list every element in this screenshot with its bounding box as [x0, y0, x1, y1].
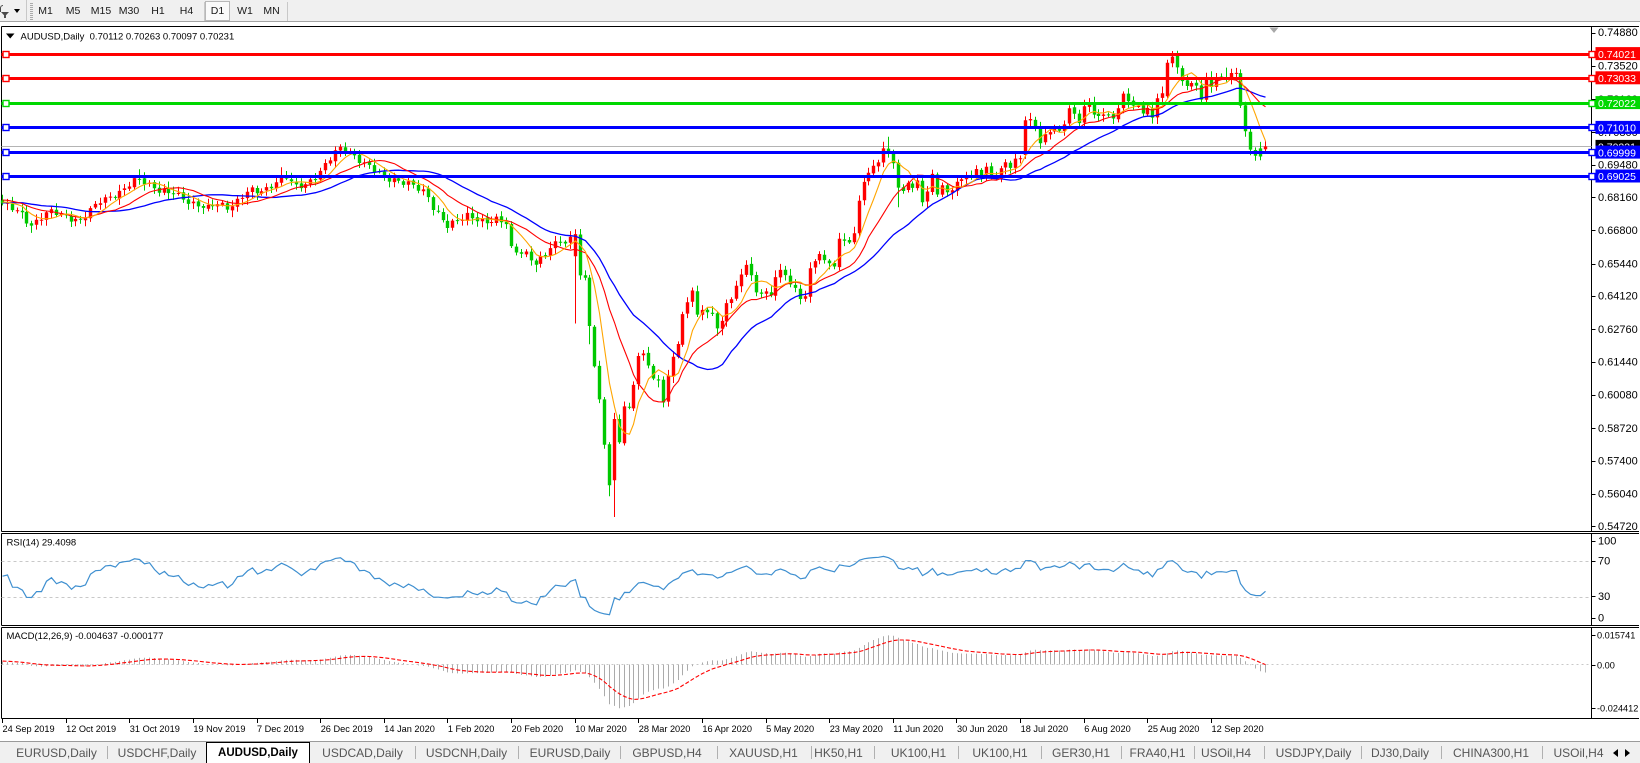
svg-text:12 Sep 2020: 12 Sep 2020 — [1212, 724, 1264, 734]
svg-text:6 Aug 2020: 6 Aug 2020 — [1084, 724, 1131, 734]
svg-text:16 Apr 2020: 16 Apr 2020 — [702, 724, 752, 734]
svg-text:30 Jun 2020: 30 Jun 2020 — [957, 724, 1008, 734]
svg-text:19 Nov 2019: 19 Nov 2019 — [193, 724, 245, 734]
svg-text:0.56040: 0.56040 — [1598, 489, 1638, 501]
svg-text:25 Aug 2020: 25 Aug 2020 — [1148, 724, 1200, 734]
svg-text:10 Mar 2020: 10 Mar 2020 — [575, 724, 627, 734]
svg-text:0.74880: 0.74880 — [1598, 27, 1638, 39]
svg-text:24 Sep 2019: 24 Sep 2019 — [3, 724, 55, 734]
svg-text:0.62760: 0.62760 — [1598, 324, 1638, 336]
svg-text:20 Feb 2020: 20 Feb 2020 — [512, 724, 564, 734]
svg-text:1 Feb 2020: 1 Feb 2020 — [448, 724, 495, 734]
svg-text:28 Mar 2020: 28 Mar 2020 — [639, 724, 691, 734]
svg-text:14 Jan 2020: 14 Jan 2020 — [384, 724, 435, 734]
svg-text:0.69480: 0.69480 — [1598, 159, 1638, 171]
svg-text:0.61440: 0.61440 — [1598, 356, 1638, 368]
svg-text:0.68160: 0.68160 — [1598, 192, 1638, 204]
svg-text:11 Jun 2020: 11 Jun 2020 — [893, 724, 943, 734]
svg-text:0.72022: 0.72022 — [1598, 98, 1636, 110]
svg-text:100: 100 — [1598, 535, 1616, 547]
svg-text:31 Oct 2019: 31 Oct 2019 — [130, 724, 180, 734]
svg-text:0.71010: 0.71010 — [1598, 123, 1636, 135]
svg-text:0.64120: 0.64120 — [1598, 291, 1638, 303]
svg-text:12 Oct 2019: 12 Oct 2019 — [66, 724, 116, 734]
svg-text:0.00: 0.00 — [1597, 660, 1615, 670]
svg-text:0.73033: 0.73033 — [1598, 73, 1636, 85]
svg-text:MACD(12,26,9) -0.004637 -0.000: MACD(12,26,9) -0.004637 -0.000177 — [7, 631, 164, 642]
svg-text:0.015741: 0.015741 — [1597, 631, 1635, 641]
svg-text:23 May 2020: 23 May 2020 — [830, 724, 883, 734]
svg-text:0.69999: 0.69999 — [1598, 147, 1636, 159]
svg-text:0.57400: 0.57400 — [1598, 455, 1638, 467]
svg-text:-0.024412: -0.024412 — [1597, 704, 1638, 714]
svg-text:0.74021: 0.74021 — [1598, 49, 1636, 61]
svg-text:7 Dec 2019: 7 Dec 2019 — [257, 724, 304, 734]
svg-text:RSI(14) 29.4098: RSI(14) 29.4098 — [7, 538, 77, 549]
svg-text:AUDUSD,Daily 0.70112 0.70263: AUDUSD,Daily 0.70112 0.70263 0.70097 0.7… — [21, 31, 235, 42]
svg-text:30: 30 — [1598, 591, 1610, 603]
svg-text:0.58720: 0.58720 — [1598, 423, 1638, 435]
svg-text:18 Jul 2020: 18 Jul 2020 — [1021, 724, 1069, 734]
svg-text:0: 0 — [1598, 613, 1604, 625]
svg-text:0.60080: 0.60080 — [1598, 390, 1638, 402]
svg-text:0.73520: 0.73520 — [1598, 61, 1638, 73]
svg-text:0.65440: 0.65440 — [1598, 258, 1638, 270]
svg-text:0.69025: 0.69025 — [1598, 171, 1636, 183]
svg-text:0.54720: 0.54720 — [1598, 521, 1638, 533]
svg-text:26 Dec 2019: 26 Dec 2019 — [321, 724, 373, 734]
svg-text:0.66800: 0.66800 — [1598, 225, 1638, 237]
svg-text:5 May 2020: 5 May 2020 — [766, 724, 814, 734]
svg-text:70: 70 — [1598, 556, 1610, 568]
